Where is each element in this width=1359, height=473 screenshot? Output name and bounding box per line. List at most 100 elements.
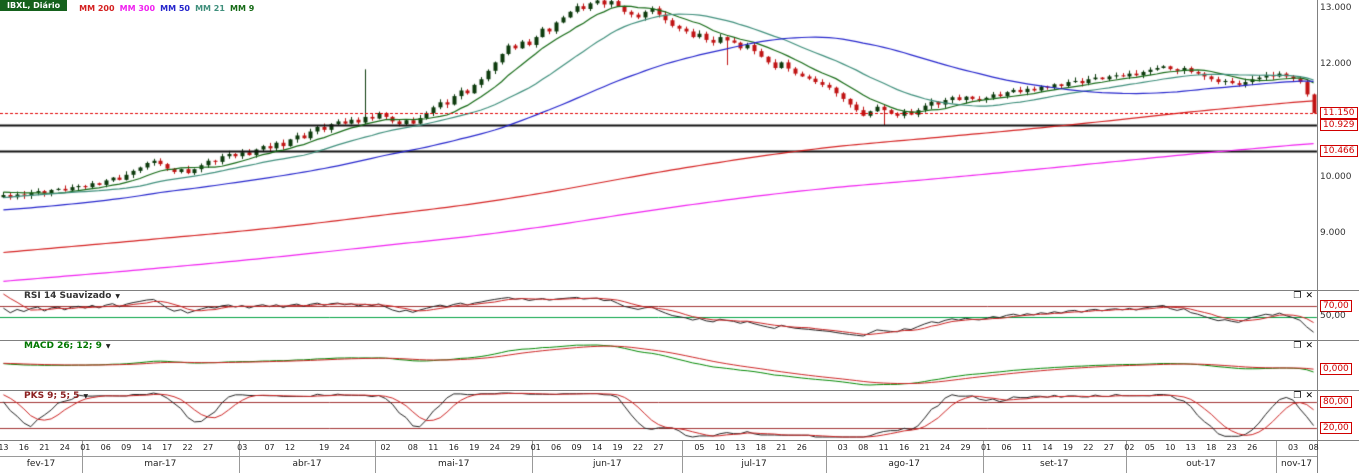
x-axis-separator <box>82 441 83 473</box>
x-axis-month-label: mar-17 <box>144 459 177 469</box>
price-tag: 80,00 <box>1320 396 1352 408</box>
x-axis-day-label: 13 <box>735 443 746 452</box>
x-axis-day-label: 03 <box>237 443 248 452</box>
maximize-button[interactable]: ❐ <box>1293 291 1302 301</box>
x-axis-separator <box>682 441 683 473</box>
close-button[interactable]: ✕ <box>1305 291 1313 301</box>
x-axis-day-label: 06 <box>551 443 562 452</box>
x-axis-day-label: 22 <box>1083 443 1094 452</box>
rsi-panel-window-buttons: ❐ ✕ <box>1293 292 1313 301</box>
x-axis-day-label: 13 <box>0 443 9 452</box>
x-axis-month-label: jun-17 <box>593 459 622 469</box>
x-axis-day-label: 22 <box>632 443 644 452</box>
legend-ma-label: MM 300 <box>119 4 156 13</box>
x-axis-separator <box>375 441 376 473</box>
panel-divider <box>0 390 1359 391</box>
x-axis-day-label: 01 <box>80 443 91 452</box>
dropdown-icon: ▼ <box>115 292 121 300</box>
maximize-button[interactable]: ❐ <box>1293 391 1302 401</box>
x-axis-day-label: 24 <box>489 443 500 452</box>
macd-panel-window-buttons: ❐ ✕ <box>1293 342 1313 351</box>
legend-ma-label: MM 200 <box>79 4 115 13</box>
legend-ma-label: MM 50 <box>160 4 190 13</box>
ma-legend-items: MM 200 MM 300 MM 50 MM 21 MM 9 <box>79 0 254 15</box>
x-axis-day-label: 03 <box>1288 443 1299 452</box>
maximize-button[interactable]: ❐ <box>1293 341 1302 351</box>
x-axis-day-label: 05 <box>1144 443 1155 452</box>
x-axis-separator <box>826 441 827 473</box>
x-axis-day-label: 11 <box>878 443 889 452</box>
macd-panel-title[interactable]: MACD 26; 12; 9 ▼ <box>24 341 111 351</box>
macd-panel-title-label: MACD 26; 12; 9 <box>24 341 102 351</box>
x-axis-day-label: 21 <box>919 443 930 452</box>
dropdown-icon: ▼ <box>105 342 111 350</box>
x-axis-day-label: 08 <box>407 443 418 452</box>
x-axis-day-label: 27 <box>653 443 664 452</box>
x-axis-day-label: 08 <box>858 443 869 452</box>
x-axis-day-label: 26 <box>1247 443 1258 452</box>
x-axis-month-label: fev-17 <box>26 459 56 469</box>
panel-divider <box>0 290 1359 291</box>
price-tag: 20,00 <box>1320 422 1352 434</box>
rsi-panel-title-label: RSI 14 Suavizado <box>24 291 112 301</box>
x-axis-border <box>0 440 1359 441</box>
x-axis-separator <box>1126 441 1127 473</box>
pks-panel-window-buttons: ❐ ✕ <box>1293 392 1313 401</box>
rsi-panel-title[interactable]: RSI 14 Suavizado ▼ <box>24 291 120 301</box>
x-axis-day-label: 22 <box>182 443 193 452</box>
x-axis-separator <box>983 441 984 473</box>
x-axis-day-label: 19 <box>319 443 330 452</box>
x-axis-day-label: 19 <box>469 443 480 452</box>
x-axis-day-label: 26 <box>796 443 807 452</box>
price-tag: 10.929 <box>1320 119 1358 131</box>
x-axis-separator <box>239 441 240 473</box>
x-axis-day-label: 09 <box>121 443 132 452</box>
x-axis-day-label: 13 <box>1185 443 1196 452</box>
y-axis-tick: 12.000 <box>1320 59 1352 69</box>
x-axis-day-label: 09 <box>571 443 582 452</box>
y-axis-border <box>1317 0 1318 473</box>
dropdown-icon: ▼ <box>83 392 89 400</box>
close-button[interactable]: ✕ <box>1305 341 1313 351</box>
price-tag: 0,000 <box>1320 363 1352 375</box>
x-axis-day-label: 14 <box>1042 443 1053 452</box>
x-axis-day-label: 16 <box>448 443 459 452</box>
x-axis-day-label: 16 <box>899 443 910 452</box>
x-axis-month-label: abr-17 <box>292 459 322 469</box>
x-axis-day-label: 19 <box>612 443 623 452</box>
x-axis-day-label: 14 <box>141 443 152 452</box>
pks-panel-title-label: PKS 9; 5; 5 <box>24 391 80 401</box>
y-axis-tick: 50,00 <box>1320 311 1346 321</box>
pks-panel-title[interactable]: PKS 9; 5; 5 ▼ <box>24 391 88 401</box>
x-axis-separator <box>532 441 533 473</box>
x-axis-day-label: 10 <box>714 443 725 452</box>
x-axis-day-label: 27 <box>1103 443 1114 452</box>
price-tag: 11.150 <box>1320 107 1358 119</box>
price-tag: 70,00 <box>1320 300 1352 312</box>
x-axis-day-label: 11 <box>1021 443 1033 452</box>
x-axis-day-label: 11 <box>428 443 439 452</box>
x-axis-day-label: 10 <box>1165 443 1176 452</box>
month-row-border <box>0 456 1317 457</box>
x-axis-day-label: 18 <box>1206 443 1217 452</box>
y-axis-tick: 10.000 <box>1320 172 1352 182</box>
x-axis-month-label: ago-17 <box>888 459 920 469</box>
x-axis-month-label: jul-17 <box>741 459 767 469</box>
x-axis-day-label: 12 <box>284 443 296 452</box>
y-axis-tick: 9.000 <box>1320 228 1346 238</box>
legend-ma-label: MM 9 <box>230 4 255 13</box>
legend-ma-label: MM 21 <box>195 4 225 13</box>
x-axis-month-label: nov-17 <box>1281 459 1313 469</box>
x-axis-day-label: 24 <box>59 443 70 452</box>
y-axis-tick: 13.000 <box>1320 3 1352 13</box>
x-axis-month-label: mai-17 <box>438 459 470 469</box>
symbol-badge[interactable]: IBXL, Diário <box>0 0 68 11</box>
x-axis-day-label: 18 <box>755 443 766 452</box>
x-axis-day-label: 29 <box>960 443 971 452</box>
close-button[interactable]: ✕ <box>1305 391 1313 401</box>
x-axis-day-label: 08 <box>1308 443 1319 452</box>
x-axis-day-label: 06 <box>1001 443 1012 452</box>
x-axis-separator <box>1276 441 1277 473</box>
